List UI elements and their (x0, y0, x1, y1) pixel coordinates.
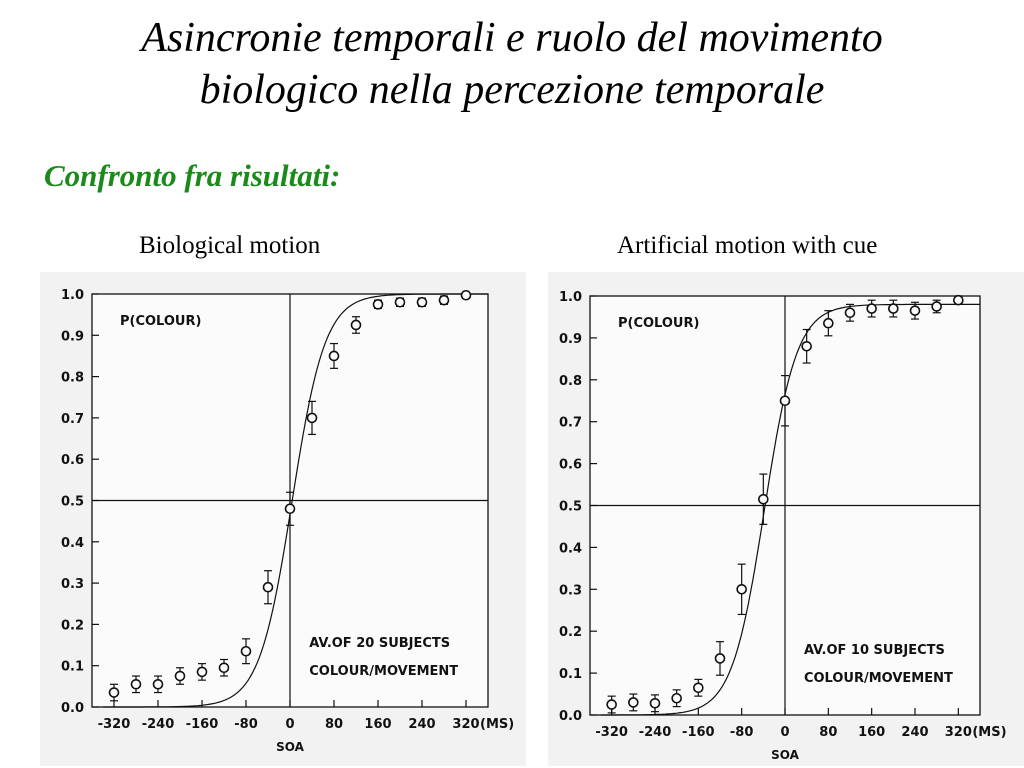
y-tick-label: 0.5 (559, 500, 582, 515)
data-point (714, 653, 726, 664)
x-tick-label: -320 (98, 717, 131, 732)
left-panel-caption: Biological motion (139, 232, 321, 259)
data-point (909, 305, 921, 316)
data-point (736, 583, 747, 595)
x-tick-label: -240 (639, 725, 672, 740)
y-axis-label: P(COLOUR) (618, 316, 699, 331)
y-tick-label: 0.6 (61, 453, 84, 468)
data-point (888, 303, 899, 314)
data-point (438, 294, 450, 306)
y-tick-label: 0.0 (559, 709, 582, 724)
x-tick-label: -160 (682, 725, 715, 740)
data-point (671, 692, 682, 704)
right-panel-caption: Artificial motion with cue (617, 232, 878, 259)
x-unit-label: (MS) (480, 717, 514, 732)
y-tick-label: 0.4 (559, 541, 582, 556)
data-point (693, 682, 704, 694)
y-tick-label: 0.2 (559, 625, 582, 640)
section-subtitle: Confronto fra risultati: (44, 158, 341, 193)
annotation-line: COLOUR/MOVEMENT (309, 664, 458, 679)
x-tick-label: -160 (186, 717, 219, 732)
y-tick-label: 0.1 (61, 660, 84, 675)
fit-curve (600, 303, 980, 716)
x-tick-label: 160 (364, 717, 391, 732)
data-point (779, 395, 791, 407)
x-tick-label: 320 (945, 725, 972, 740)
data-point (649, 697, 661, 709)
data-point (130, 678, 142, 690)
data-point (372, 299, 384, 310)
x-tick-label: -80 (234, 717, 258, 732)
data-point (108, 687, 120, 698)
data-point (931, 301, 942, 312)
y-tick-label: 0.4 (61, 536, 84, 551)
y-tick-label: 0.5 (61, 495, 84, 510)
x-tick-label: 160 (858, 725, 885, 740)
data-point (823, 317, 834, 329)
y-tick-label: 0.2 (61, 618, 84, 633)
data-point (866, 303, 877, 314)
x-tick-label: 0 (285, 717, 294, 732)
x-tick-label: -320 (595, 725, 628, 740)
y-tick-label: 0.0 (61, 701, 84, 716)
y-axis-label: P(COLOUR) (120, 314, 201, 329)
data-point (758, 493, 769, 505)
annotation-line: COLOUR/MOVEMENT (804, 671, 953, 686)
x-axis-label: SOA (276, 740, 305, 754)
data-point (262, 581, 274, 593)
data-point (350, 319, 362, 331)
x-tick-label: 80 (325, 717, 343, 732)
y-tick-label: 0.8 (559, 374, 582, 389)
data-point (953, 294, 964, 306)
y-tick-label: 1.0 (61, 288, 84, 303)
data-point (801, 340, 812, 352)
data-point (152, 678, 164, 690)
y-tick-label: 1.0 (559, 290, 582, 305)
data-point (174, 670, 186, 682)
data-point (606, 699, 617, 710)
data-point (218, 662, 230, 674)
y-tick-label: 0.7 (61, 412, 84, 427)
data-point (306, 412, 318, 424)
data-point (328, 350, 340, 362)
y-tick-label: 0.3 (61, 577, 84, 592)
slide-title-line-1: Asincronie temporali e ruolo del movimen… (141, 15, 883, 61)
data-point (394, 296, 406, 308)
y-tick-label: 0.3 (559, 583, 582, 598)
x-tick-label: 320 (452, 717, 479, 732)
x-tick-label: 240 (901, 725, 928, 740)
x-axis-label: SOA (771, 748, 800, 762)
x-tick-label: -240 (142, 717, 175, 732)
data-point (284, 503, 296, 515)
y-tick-label: 0.7 (559, 416, 582, 431)
y-tick-label: 0.8 (61, 371, 84, 386)
x-tick-label: -80 (730, 725, 754, 740)
y-tick-label: 0.9 (559, 332, 582, 347)
y-tick-label: 0.9 (61, 329, 84, 344)
fit-curve (103, 293, 488, 708)
data-point (196, 666, 208, 678)
annotation-line: AV.OF 20 SUBJECTS (309, 636, 450, 651)
biological-motion-chart: 0.0 0.1 0.2 0.3 0.4 0.5 0.6 0.7 0.8 0.9 1.0 -320 -24… (40, 272, 526, 766)
data-point (628, 697, 639, 708)
artificial-motion-chart: 0.0 0.1 0.2 0.3 0.4 0.5 0.6 0.7 0.8 0.9 1.0 -320 -24… (548, 272, 1024, 766)
x-tick-label: 240 (408, 717, 435, 732)
x-tick-label: 0 (780, 725, 789, 740)
annotation-line: AV.OF 10 SUBJECTS (804, 643, 945, 658)
y-tick-label: 0.1 (559, 667, 582, 682)
data-point (844, 307, 856, 319)
slide-title: Asincronie temporali e ruolo del movimen… (0, 12, 1024, 116)
x-unit-label: (MS) (972, 725, 1006, 740)
x-tick-label: 80 (819, 725, 837, 740)
slide-title-line-2: biologico nella percezione temporale (199, 67, 825, 113)
data-point (416, 296, 428, 308)
data-point (460, 289, 472, 301)
data-point (240, 645, 252, 657)
y-tick-label: 0.6 (559, 458, 582, 473)
